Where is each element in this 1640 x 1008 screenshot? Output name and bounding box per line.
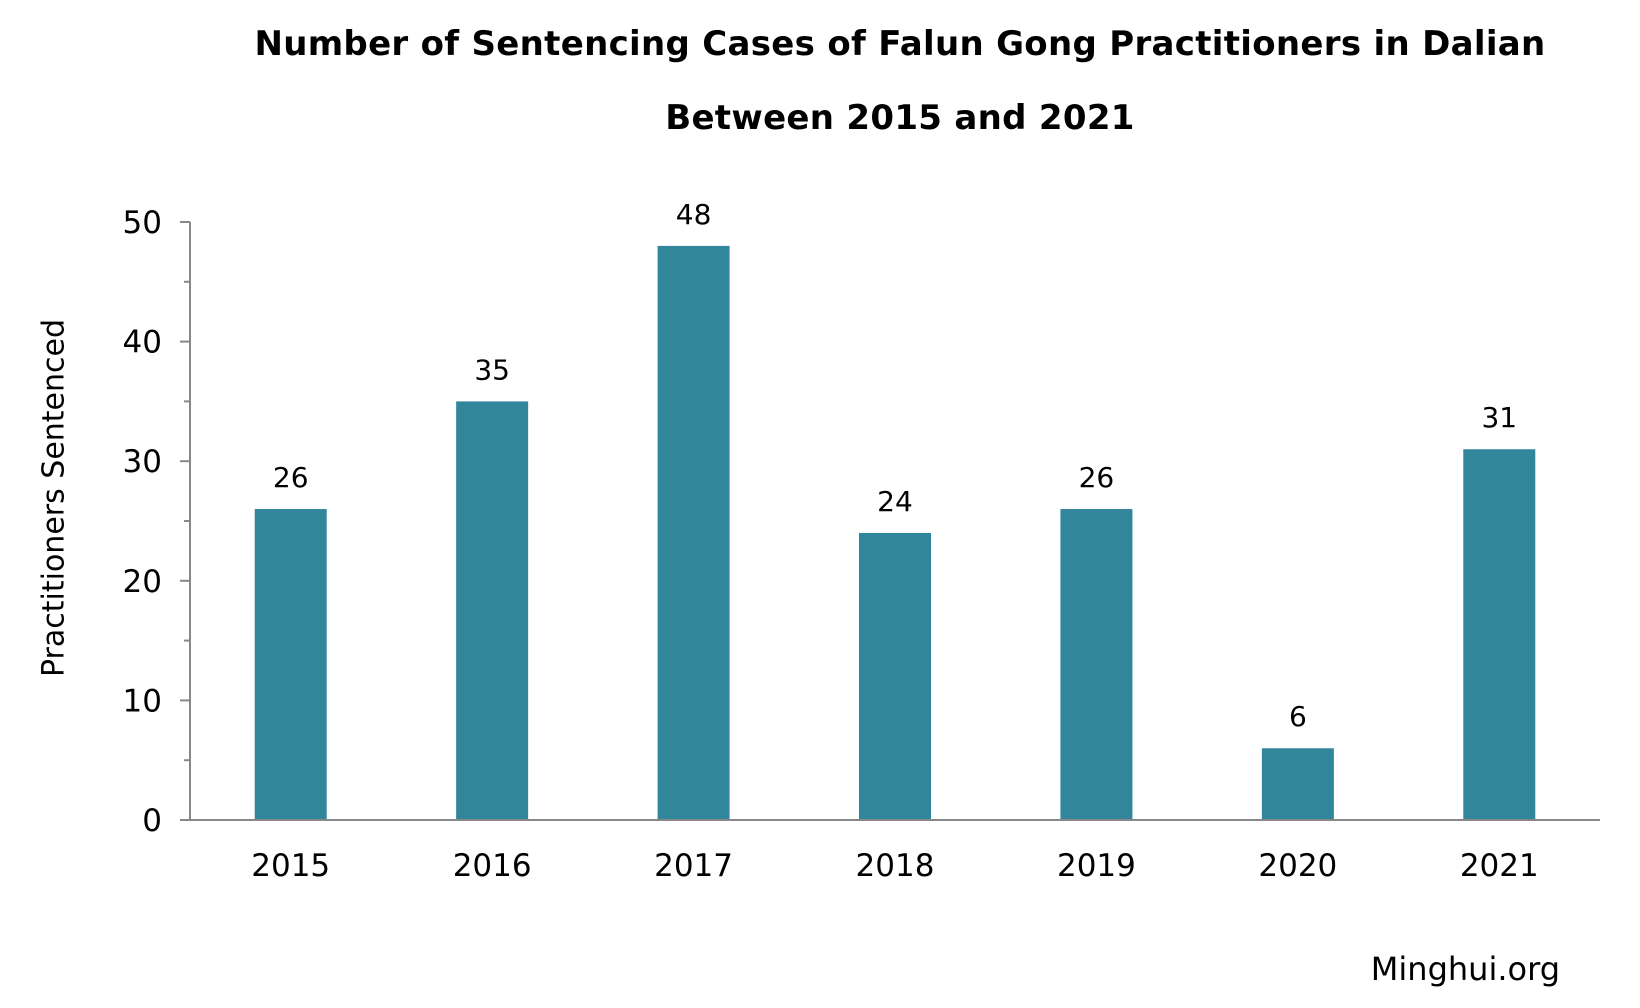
data-label-2018: 24 <box>877 485 913 518</box>
bar-2019 <box>1060 509 1133 820</box>
x-tick-label-2017: 2017 <box>654 848 733 884</box>
x-tick-label-2020: 2020 <box>1258 848 1337 884</box>
y-tick-label-10: 10 <box>123 683 162 719</box>
x-tick-label-2016: 2016 <box>453 848 532 884</box>
y-tick-label-40: 40 <box>123 325 162 361</box>
data-label-2019: 26 <box>1079 461 1115 494</box>
data-label-2016: 35 <box>474 353 510 386</box>
bar-2018 <box>859 532 931 820</box>
x-tick-label-2018: 2018 <box>856 848 935 884</box>
chart-title-line-1: Number of Sentencing Cases of Falun Gong… <box>254 24 1546 64</box>
x-tick-label-2019: 2019 <box>1057 848 1136 884</box>
bar-2015 <box>254 509 327 820</box>
x-tick-label-2015: 2015 <box>251 848 330 884</box>
bar-2021 <box>1463 449 1536 820</box>
data-label-2021: 31 <box>1481 401 1517 434</box>
y-tick-label-0: 0 <box>142 803 162 839</box>
x-tick-label-2021: 2021 <box>1460 848 1539 884</box>
bar-2016 <box>456 401 529 820</box>
y-tick-label-50: 50 <box>123 205 162 241</box>
chart-title-line-2: Between 2015 and 2021 <box>665 98 1135 138</box>
bar-2017 <box>657 245 730 821</box>
data-label-2015: 26 <box>273 461 309 494</box>
data-label-2017: 48 <box>676 198 712 231</box>
data-label-2020: 6 <box>1289 700 1307 733</box>
y-tick-label-20: 20 <box>123 564 162 600</box>
source-credit: Minghui.org <box>1370 950 1560 988</box>
bar-2020 <box>1261 748 1334 820</box>
y-tick-label-30: 30 <box>123 444 162 480</box>
